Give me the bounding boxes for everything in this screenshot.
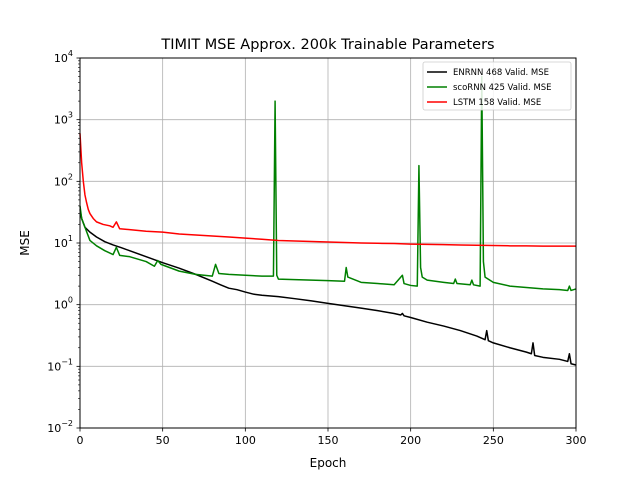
x-tick-label: 100 bbox=[235, 434, 256, 447]
legend-label: ENRNN 468 Valid. MSE bbox=[453, 68, 549, 78]
x-tick-label: 200 bbox=[400, 434, 421, 447]
x-axis-label: Epoch bbox=[310, 456, 347, 470]
series bbox=[79, 75, 577, 366]
ticks: 0 50 100 150 200 250 30010−210−110010110210310… bbox=[47, 49, 586, 447]
x-tick-label: 150 bbox=[318, 434, 339, 447]
series-line bbox=[79, 133, 576, 247]
x-tick-label: 50 bbox=[156, 434, 170, 447]
legend-box bbox=[422, 61, 572, 111]
legend: ENRNN 468 Valid. MSE scoRNN 425 Valid. MS… bbox=[422, 61, 572, 111]
series-line bbox=[79, 75, 577, 292]
legend-label: LSTM 158 Valid. MSE bbox=[453, 98, 541, 108]
x-tick-label: 250 bbox=[483, 434, 504, 447]
x-tick-label: 0 bbox=[77, 434, 84, 447]
x-tick-label: 300 bbox=[566, 434, 587, 447]
chart-title: TIMIT MSE Approx. 200k Trainable Paramet… bbox=[160, 37, 494, 53]
legend-label: scoRNN 425 Valid. MSE bbox=[453, 83, 552, 93]
y-axis-label: MSE bbox=[18, 230, 32, 256]
series-line bbox=[79, 209, 577, 366]
